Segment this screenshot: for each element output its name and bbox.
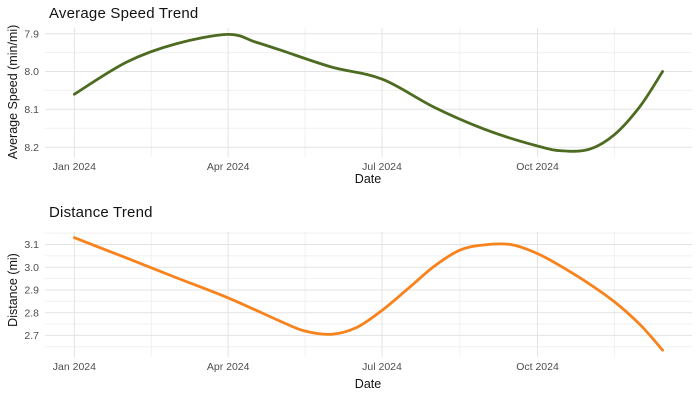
y-tick-label: 2.8 bbox=[24, 307, 39, 319]
distance-trend-line bbox=[73, 236, 664, 352]
x-tick-label: Oct 2024 bbox=[516, 361, 559, 373]
y-tick-label: 8.0 bbox=[24, 66, 39, 78]
distance-plot-area: 3.1 3.0 2.9 2.8 2.7 Jan 2024 Apr 2024 Jul 2024 O… bbox=[24, 232, 692, 373]
x-axis-title: Date bbox=[354, 172, 382, 186]
x-tick-label: Oct 2024 bbox=[516, 161, 559, 173]
y-tick-label: 2.7 bbox=[24, 330, 39, 342]
x-tick-label: Apr 2024 bbox=[207, 161, 250, 173]
y-tick-label: 2.9 bbox=[24, 285, 39, 297]
speed-plot-area: 7.9 8.0 8.1 8.2 Jan 2024 Apr 2024 Jul 2024 Oct … bbox=[24, 28, 692, 173]
chart-title: Average Speed Trend bbox=[49, 5, 199, 22]
x-tick-label: Jul 2024 bbox=[362, 361, 402, 373]
y-tick-label: 7.9 bbox=[24, 28, 39, 40]
x-tick-label: Jan 2024 bbox=[53, 161, 96, 173]
average-speed-trend-line bbox=[73, 32, 664, 153]
y-tick-label: 3.1 bbox=[24, 239, 39, 251]
x-tick-label: Jul 2024 bbox=[362, 161, 402, 173]
y-tick-label: 8.1 bbox=[24, 104, 39, 116]
y-tick-label: 8.2 bbox=[24, 142, 39, 154]
y-tick-label: 3.0 bbox=[24, 262, 39, 274]
x-tick-label: Apr 2024 bbox=[207, 361, 250, 373]
x-axis-title: Date bbox=[354, 377, 382, 391]
x-tick-label: Jan 2024 bbox=[53, 361, 96, 373]
chart-title: Distance Trend bbox=[49, 204, 153, 221]
